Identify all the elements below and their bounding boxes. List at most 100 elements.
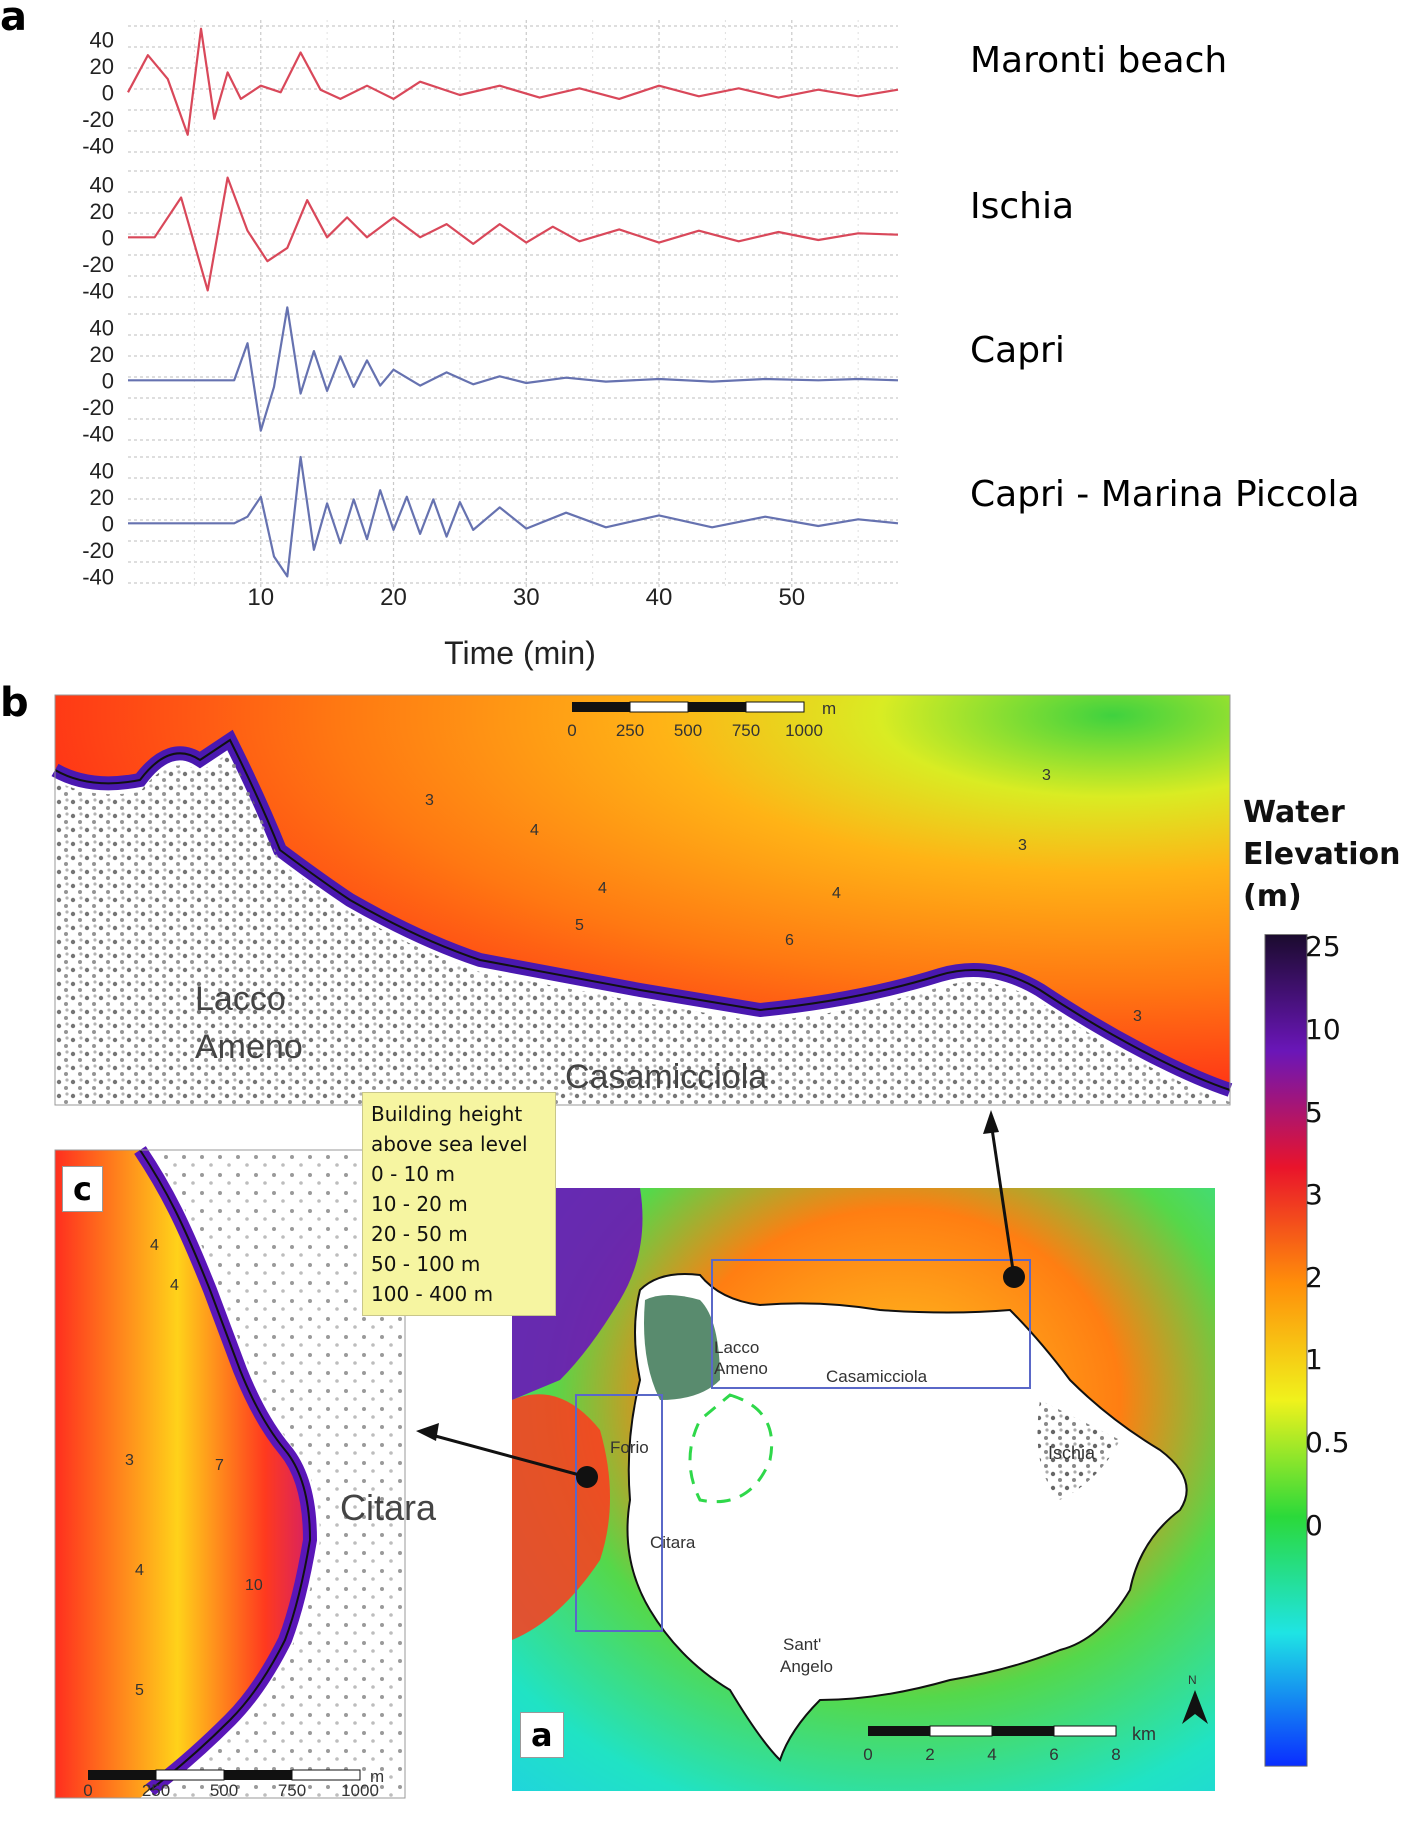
north-label: N [1188, 1673, 1197, 1687]
y-tick-label: -40 [82, 278, 114, 303]
contour-label: 5 [135, 1682, 144, 1699]
panel-b-letter: b [0, 680, 29, 726]
series-lines [127, 27, 899, 578]
building-height-legend: Building height above sea level 0 - 10 m… [362, 1092, 556, 1316]
scale-a-unit: km [1132, 1724, 1156, 1744]
map-b: 0 250 500 750 1000 m 3 4 4 5 6 4 3 3 3 L… [51, 694, 1233, 1106]
map-a-island [626, 1273, 1188, 1762]
colorbar-label: 2 [1305, 1261, 1323, 1294]
map-b-scale-bar: 0 250 500 750 1000 m [567, 699, 836, 740]
inset-label-citara: Citara [650, 1533, 696, 1552]
y-tick-labels: 40200-20-4040200-20-4040200-20-4040200-2… [82, 27, 114, 589]
scale-c-1000: 1000 [341, 1781, 379, 1800]
contour-label: 5 [575, 917, 584, 934]
scale-b-unit: m [822, 699, 836, 718]
y-tick-label: 40 [90, 315, 114, 340]
y-tick-label: 0 [102, 225, 114, 250]
colorbar-title-1: Water [1243, 795, 1345, 830]
contour-label: 6 [785, 932, 794, 949]
colorbar-title-3: (m) [1243, 879, 1302, 914]
place-ameno: Ameno [195, 1028, 303, 1066]
map-a-box-b [711, 1259, 1031, 1389]
series-label-capri: Capri [970, 330, 1065, 371]
y-tick-label: -20 [82, 538, 114, 563]
y-tick-label: -20 [82, 395, 114, 420]
x-tick-label: 50 [778, 584, 805, 611]
inset-label-angelo: Angelo [780, 1657, 833, 1676]
colorbar-label: 10 [1305, 1013, 1341, 1046]
y-tick-label: -40 [82, 564, 114, 589]
legend-item: 0 - 10 m [371, 1162, 455, 1186]
series-label-marina-piccola: Capri - Marina Piccola [970, 474, 1360, 515]
scale-c-0: 0 [83, 1781, 92, 1800]
x-tick-label: 40 [646, 584, 673, 611]
map-a-ischia-buildings [1037, 1400, 1120, 1500]
colorbar-label: 0.5 [1305, 1426, 1350, 1459]
map-c-buildings [150, 1150, 405, 1798]
y-tick-label: -20 [82, 252, 114, 277]
contour-label: 3 [1018, 837, 1027, 854]
legend-item: 100 - 400 m [371, 1282, 494, 1306]
legend-item: 50 - 100 m [371, 1252, 481, 1276]
contour-label: 3 [1042, 767, 1051, 784]
map-b-buildings [55, 752, 1230, 1105]
legend-item: 20 - 50 m [371, 1222, 468, 1246]
y-tick-label: 0 [102, 511, 114, 536]
contour-label: 4 [530, 822, 539, 839]
colorbar-title: Water Elevation (m) [1243, 792, 1401, 918]
colorbar-label: 25 [1305, 930, 1341, 963]
scale-c-250: 250 [142, 1781, 170, 1800]
north-arrow-icon: N [1182, 1673, 1208, 1724]
map-c-letter: c [62, 1166, 103, 1212]
inset-label-lacco: Lacco [714, 1338, 759, 1357]
y-tick-label: 20 [90, 199, 114, 224]
scale-a-2: 2 [925, 1745, 934, 1764]
series-label-maronti: Maronti beach [970, 40, 1228, 81]
scale-a-6: 6 [1049, 1745, 1058, 1764]
colorbar-label: 3 [1305, 1178, 1323, 1211]
scale-b-500: 500 [674, 721, 702, 740]
map-a-red-west [512, 1394, 610, 1640]
y-tick-label: 20 [90, 485, 114, 510]
scale-b-750: 750 [732, 721, 760, 740]
scale-a-4: 4 [987, 1745, 996, 1764]
y-tick-label: -20 [82, 107, 114, 132]
y-tick-label: 0 [102, 368, 114, 393]
place-lacco: Lacco [195, 980, 286, 1018]
place-casamicciola: Casamicciola [565, 1058, 767, 1096]
contour-label: 10 [245, 1577, 263, 1594]
inset-label-forio: Forio [610, 1438, 649, 1457]
contour-label: 4 [150, 1237, 159, 1254]
y-tick-label: -40 [82, 421, 114, 446]
map-c-scale-bar: 0 250 500 750 1000 m [83, 1767, 384, 1800]
map-a-scale-bar: 0 2 4 6 8 km [863, 1724, 1156, 1764]
map-c: 4 4 3 7 4 10 5 Citara 0 250 500 750 1000… [54, 1146, 437, 1800]
series-label-ischia: Ischia [970, 186, 1075, 227]
contour-label: 4 [598, 880, 607, 897]
contour-label: 4 [170, 1277, 179, 1294]
scale-a-8: 8 [1111, 1745, 1120, 1764]
scale-c-500: 500 [210, 1781, 238, 1800]
series-line-3 [128, 455, 899, 578]
inset-label-sant: Sant' [783, 1635, 821, 1654]
contour-label: 4 [832, 885, 841, 902]
colorbar-label: 1 [1305, 1343, 1323, 1376]
contour-label: 3 [1133, 1008, 1142, 1025]
contour-label: 4 [135, 1562, 144, 1579]
y-tick-label: 40 [90, 27, 114, 52]
panel-a-letter: a [0, 0, 27, 40]
contour-label: 3 [125, 1452, 134, 1469]
y-tick-label: 40 [90, 172, 114, 197]
legend-title-2: above sea level [371, 1132, 528, 1156]
x-tick-label: 10 [247, 584, 274, 611]
map-a-overview: Lacco Ameno Casamicciola Ischia Forio Ci… [512, 1188, 1215, 1791]
locator-dot-b [1003, 1266, 1025, 1288]
colorbar [1264, 934, 1308, 1767]
series-line-1 [128, 176, 899, 292]
legend-item: 10 - 20 m [371, 1192, 468, 1216]
chart-grid [128, 20, 898, 590]
map-b-coastline [54, 738, 1231, 1091]
colorbar-label: 0 [1305, 1509, 1323, 1542]
contour-label: 7 [215, 1457, 224, 1474]
